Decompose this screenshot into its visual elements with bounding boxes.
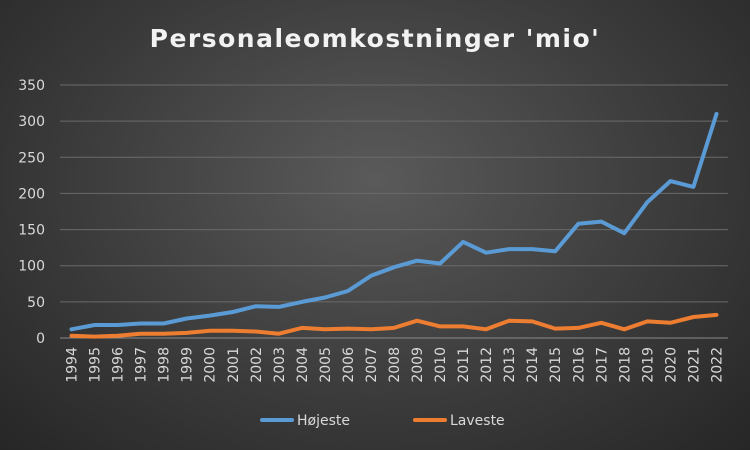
- x-tick-label: 2016: [571, 347, 587, 383]
- x-tick-label: 2013: [502, 347, 518, 383]
- x-tick-label: 2022: [709, 347, 725, 383]
- x-tick-label: 1994: [65, 347, 81, 383]
- x-tick-label: 1999: [180, 347, 196, 383]
- x-tick-label: 2012: [479, 347, 495, 383]
- series-lines: [69, 111, 719, 339]
- x-tick-label: 1995: [88, 347, 104, 383]
- x-tick-label: 2001: [226, 347, 242, 383]
- x-tick-label: 2015: [548, 347, 564, 383]
- x-axis-ticks: 1994 1995 1996 1997 1998 1999 2000 2001 2002 2003…: [65, 347, 726, 383]
- y-tick-label: 150: [18, 223, 45, 239]
- x-tick-label: 2019: [640, 347, 656, 383]
- x-tick-label: 2017: [594, 347, 610, 383]
- y-tick-label: 200: [18, 186, 45, 202]
- y-tick-label: 300: [18, 114, 45, 130]
- x-tick-label: 2020: [663, 347, 679, 383]
- chart-title: Personaleomkostninger 'mio': [150, 24, 601, 53]
- x-tick-label: 2003: [272, 347, 288, 383]
- x-tick-label: 2006: [341, 347, 357, 383]
- x-tick-label: 2009: [410, 347, 426, 383]
- x-tick-label: 2021: [686, 347, 702, 383]
- x-tick-label: 2011: [456, 347, 472, 383]
- x-tick-label: 2018: [617, 347, 633, 383]
- y-axis-ticks: 0 50 100 150 200 250 300 350: [18, 78, 45, 347]
- x-tick-label: 2000: [203, 347, 219, 383]
- y-tick-label: 100: [18, 259, 45, 275]
- legend-label: Højeste: [297, 413, 350, 429]
- x-tick-label: 2004: [295, 347, 311, 383]
- series-line-hojeste: [69, 111, 719, 332]
- y-tick-label: 250: [18, 150, 45, 166]
- x-tick-label: 2008: [387, 347, 403, 383]
- y-tick-label: 350: [18, 78, 45, 94]
- x-tick-label: 1996: [111, 347, 127, 383]
- x-tick-label: 1998: [157, 347, 173, 383]
- y-tick-label: 0: [36, 331, 45, 347]
- gridlines: [60, 84, 728, 339]
- x-tick-label: 1997: [134, 347, 150, 383]
- y-tick-label: 50: [27, 295, 45, 311]
- x-tick-label: 2002: [249, 347, 265, 383]
- x-tick-label: 2010: [433, 347, 449, 383]
- legend-label: Laveste: [450, 413, 505, 429]
- legend: Højeste Laveste: [260, 413, 505, 429]
- x-tick-label: 2014: [525, 347, 541, 383]
- x-tick-label: 2005: [318, 347, 334, 383]
- x-tick-label: 2007: [364, 347, 380, 383]
- series-line-laveste: [69, 312, 719, 339]
